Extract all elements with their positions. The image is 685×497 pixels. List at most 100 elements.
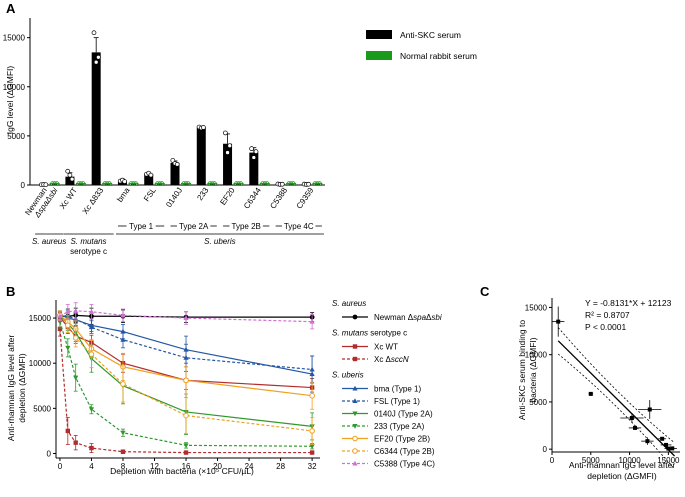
chart-b-legend-marker bbox=[352, 344, 358, 349]
chart-a-point bbox=[67, 172, 73, 178]
chart-b-point bbox=[88, 351, 95, 357]
chart-a-point bbox=[69, 176, 75, 182]
chart-c-y-tick-label: 5000 bbox=[529, 398, 547, 407]
chart-b-x-tick-label: 8 bbox=[121, 462, 126, 471]
chart-b-x-tick-label: 24 bbox=[245, 462, 254, 471]
chart-b-legend-label: C6344 (Type 2B) bbox=[374, 447, 435, 456]
chart-a-category-label: C6344 bbox=[242, 186, 263, 211]
chart-b-point bbox=[65, 428, 71, 434]
chart-c: Anti-SKC serum binding to bacteria (ΔGMF… bbox=[517, 298, 680, 481]
chart-a-point-control bbox=[315, 181, 320, 186]
chart-c-x-tick-label: 10000 bbox=[618, 456, 641, 465]
chart-a-category-label: NewmanΔspaΔsbi bbox=[23, 181, 59, 222]
chart-a-point bbox=[91, 30, 97, 36]
chart-b-point bbox=[309, 428, 315, 434]
chart-c-point bbox=[556, 319, 561, 324]
chart-a-point-control bbox=[260, 181, 265, 186]
chart-c-point bbox=[645, 439, 650, 444]
chart-a-point-control bbox=[54, 181, 59, 186]
chart-b-point bbox=[57, 313, 63, 319]
chart-b-legend-marker bbox=[352, 424, 358, 429]
chart-b-point bbox=[183, 412, 189, 419]
chart-b-point bbox=[309, 444, 315, 450]
chart-b-point bbox=[120, 336, 126, 342]
chart-b-x-tick-label: 4 bbox=[89, 462, 94, 471]
chart-a-point-control bbox=[181, 181, 186, 186]
chart-c-ci-upper bbox=[557, 327, 675, 444]
chart-b-legend-label: EF20 (Type 2B) bbox=[374, 435, 430, 444]
chart-b-y-tick-label: 10000 bbox=[29, 359, 52, 368]
chart-c-x-tick-label: 15000 bbox=[657, 456, 680, 465]
chart-a-point bbox=[227, 143, 233, 149]
chart-a-point-control bbox=[207, 181, 213, 186]
chart-a-point-control bbox=[262, 181, 267, 186]
chart-b-point bbox=[309, 366, 315, 372]
chart-a-y-tick-label: 10000 bbox=[3, 83, 26, 92]
chart-a-category-label: bma bbox=[115, 186, 132, 204]
chart-a-point-control bbox=[78, 181, 84, 186]
chart-a-point-control bbox=[234, 181, 239, 186]
chart-a-y-tick-label: 5000 bbox=[7, 132, 25, 141]
chart-c-y-tick-label: 15000 bbox=[525, 303, 548, 312]
chart-c-fit-line bbox=[557, 340, 676, 457]
chart-c-x-tick-label: 5000 bbox=[582, 456, 600, 465]
chart-a-legend-swatch bbox=[366, 51, 392, 60]
chart-b-point bbox=[65, 308, 71, 314]
chart-c-y-tick-label: 10000 bbox=[525, 351, 548, 360]
chart-a-point bbox=[174, 162, 180, 167]
chart-c-r2: R² = 0.8707 bbox=[585, 310, 630, 320]
chart-a-group-sublabel: serotype c bbox=[70, 247, 107, 256]
chart-c-point bbox=[660, 436, 665, 441]
chart-a-point-control bbox=[105, 181, 110, 186]
chart-b-x-tick-label: 28 bbox=[276, 462, 285, 471]
chart-b-point bbox=[65, 345, 71, 351]
chart-b-x-tick-label: 16 bbox=[182, 462, 191, 471]
chart-b-legend-label: 0140J (Type 2A) bbox=[374, 410, 433, 419]
chart-a-point-control bbox=[52, 181, 57, 186]
chart-b-legend-label: 233 (Type 2A) bbox=[374, 422, 425, 431]
chart-a: IgG level (ΔGMFI) 0 5000 10000 15000 NewmanΔ… bbox=[3, 18, 477, 256]
chart-a-point bbox=[65, 168, 71, 174]
chart-a-point-control bbox=[50, 181, 55, 186]
chart-a-point-control bbox=[286, 181, 292, 186]
chart-a-point-control bbox=[288, 181, 294, 186]
chart-a-bar bbox=[91, 52, 101, 185]
chart-a-y-tick-label: 15000 bbox=[3, 34, 26, 43]
chart-c-point bbox=[670, 446, 675, 451]
chart-a-bar bbox=[117, 180, 127, 185]
chart-b-xlabel: Depletion with bacteria (×10⁵ CFU/µL) bbox=[110, 466, 254, 476]
chart-a-legend-swatch bbox=[366, 30, 392, 39]
chart-b-legend-marker bbox=[352, 448, 358, 454]
chart-b-point bbox=[183, 315, 189, 321]
chart-a-point-control bbox=[210, 181, 215, 186]
chart-b-point bbox=[309, 392, 315, 399]
chart-a-point-control bbox=[264, 181, 270, 186]
chart-a-point bbox=[93, 59, 99, 65]
chart-b-point bbox=[183, 354, 189, 360]
chart-b-point bbox=[183, 443, 189, 449]
chart-a-subgroup-label: Type 2B bbox=[232, 222, 261, 231]
chart-a-point bbox=[225, 150, 230, 155]
chart-b-point bbox=[65, 322, 71, 329]
chart-b-legend-marker bbox=[352, 398, 358, 403]
chart-a-subgroup-label: Type 4C bbox=[284, 222, 314, 231]
chart-b-point bbox=[309, 318, 315, 324]
chart-a-point bbox=[222, 130, 228, 136]
chart-b-legend-label: FSL (Type 1) bbox=[374, 397, 420, 406]
panel-c-label: C bbox=[480, 284, 490, 299]
chart-c-xlabel-line1: Anti-rhamnan IgG level after bbox=[569, 460, 675, 470]
chart-c-equation: Y = -0.8131*X + 12123 bbox=[585, 298, 672, 308]
chart-a-y-tick-label: 0 bbox=[21, 181, 26, 190]
chart-a-category-label: C5388 bbox=[268, 186, 289, 211]
chart-b-point bbox=[88, 308, 95, 314]
chart-b-legend-label: C5388 (Type 4C) bbox=[374, 460, 435, 469]
chart-b-legend-label: Newman ΔspaΔsbi bbox=[374, 313, 442, 322]
chart-b-x-tick-label: 12 bbox=[150, 462, 159, 471]
chart-b-point bbox=[120, 312, 126, 318]
chart-a-subgroup-label: Type 1 bbox=[129, 222, 154, 231]
chart-a-point bbox=[279, 181, 285, 187]
chart-a-point-control bbox=[238, 181, 243, 186]
chart-c-ylabel-line1: Anti-SKC serum binding to bbox=[517, 320, 527, 420]
chart-b-x-tick-label: 0 bbox=[58, 462, 63, 471]
